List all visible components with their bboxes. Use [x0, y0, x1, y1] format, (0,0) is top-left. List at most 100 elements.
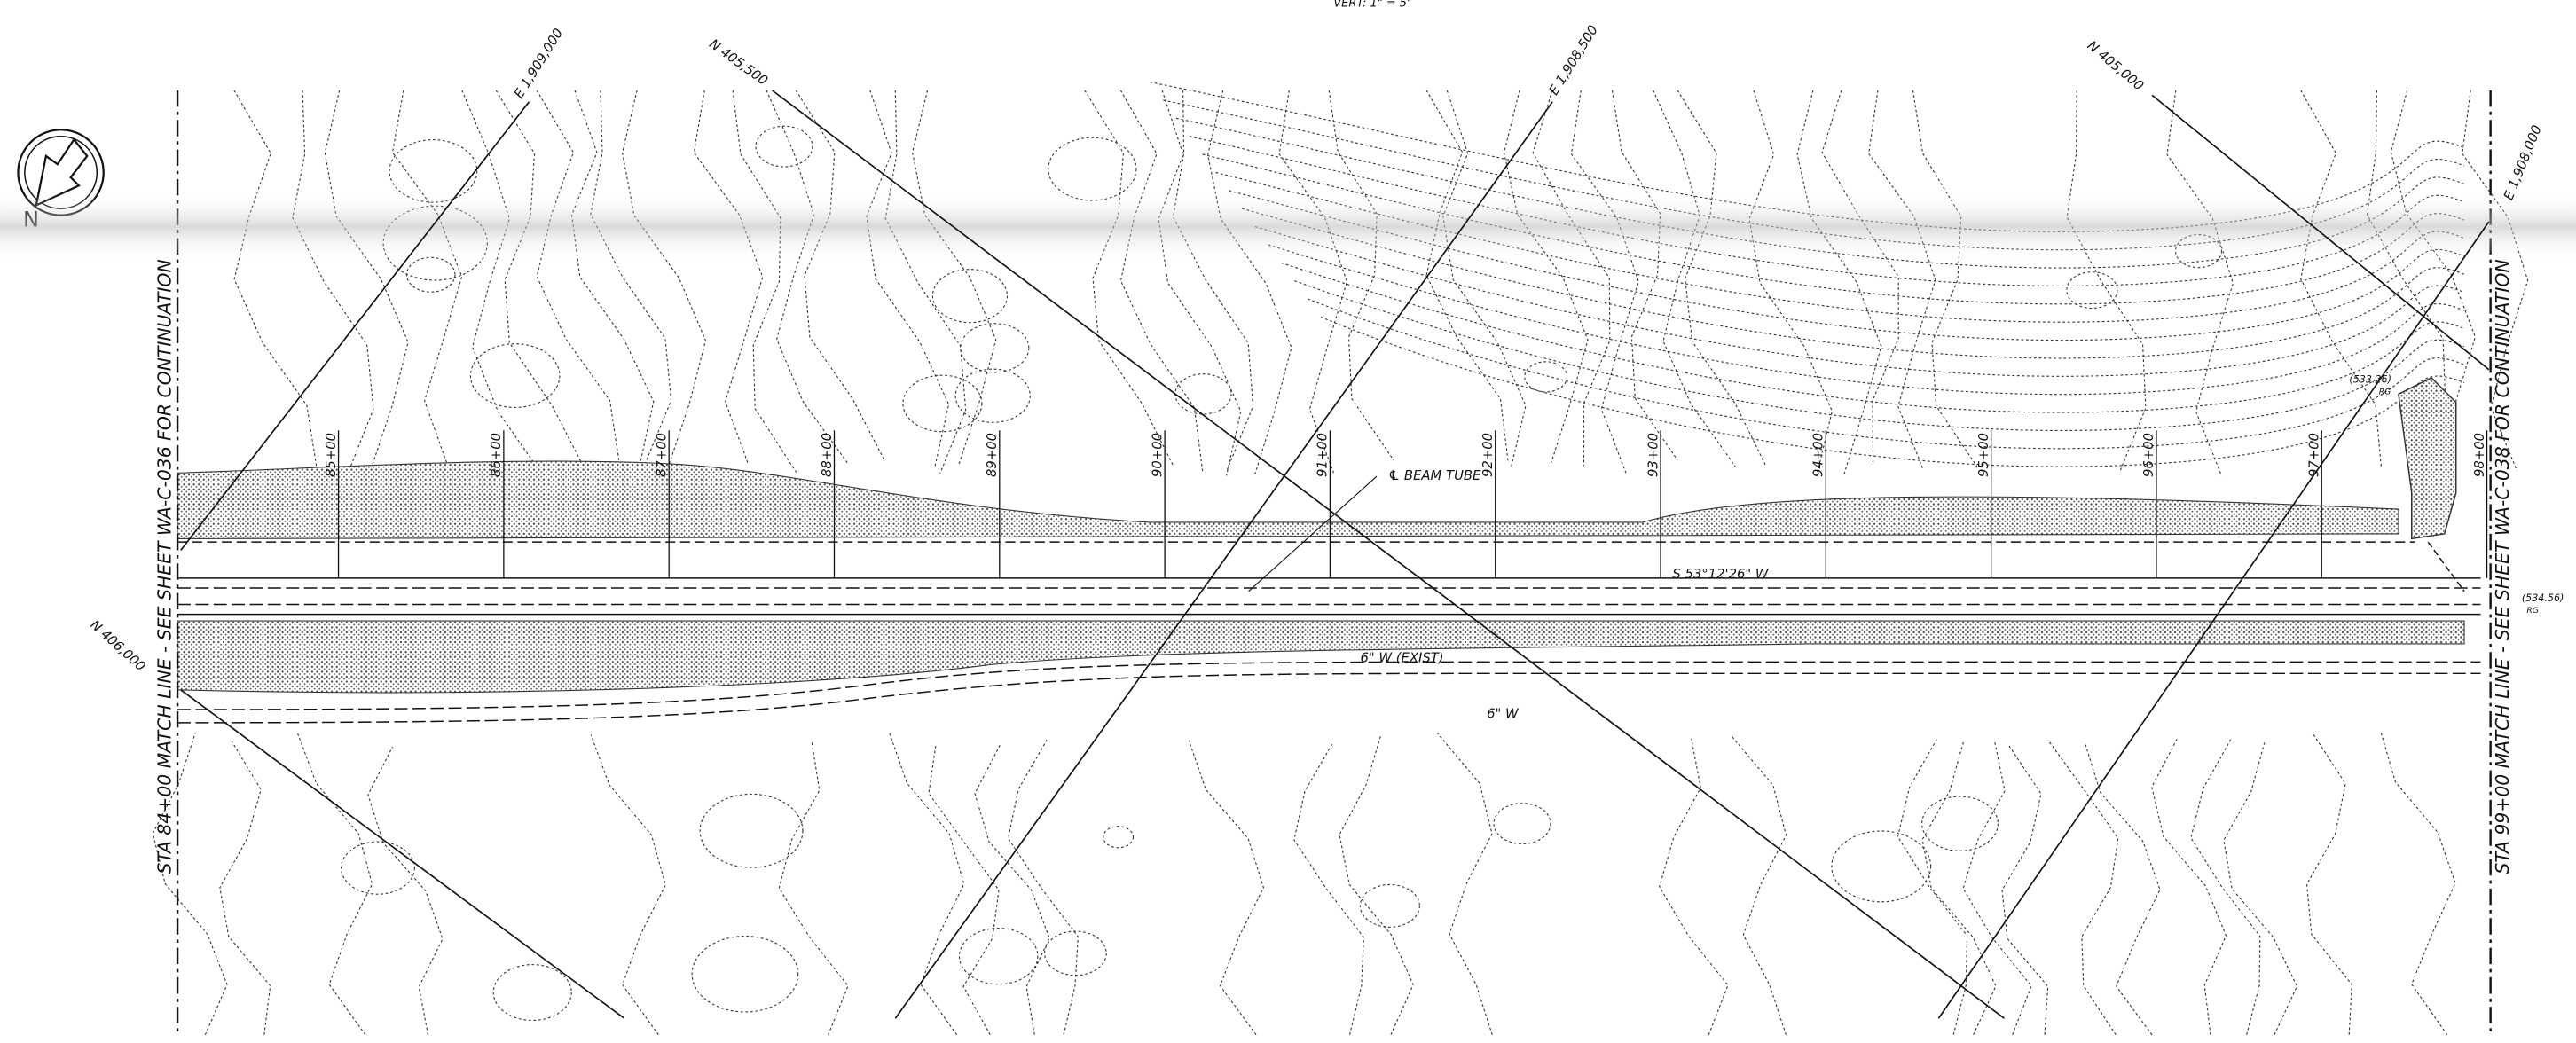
contour	[2085, 744, 2161, 1036]
station-label: 87+00	[654, 433, 669, 477]
grid-line	[180, 101, 530, 551]
contour-loop	[902, 374, 983, 433]
contour-loop	[1921, 796, 1999, 851]
station-label: 94+00	[1811, 433, 1826, 477]
contour	[219, 740, 271, 1035]
contour-loop	[954, 368, 1031, 423]
contour	[233, 90, 318, 469]
grid-line	[180, 689, 625, 1019]
water-exist-label: 6" W (EXIST)	[1360, 650, 1443, 665]
contour	[2047, 739, 2119, 1036]
contour	[1308, 298, 2465, 450]
contour-loop	[2066, 271, 2118, 310]
contour	[2306, 733, 2352, 1035]
station-label: 89+00	[985, 433, 1000, 477]
contour	[495, 90, 585, 469]
grid-line	[771, 90, 2005, 1019]
contour	[1653, 90, 1736, 467]
contour	[1278, 90, 1348, 474]
contour	[1175, 117, 2465, 269]
grid-line	[1937, 221, 2490, 1019]
contour-loop	[389, 139, 478, 203]
contour	[2190, 739, 2261, 1035]
contour	[1821, 90, 1899, 464]
road-pavement	[177, 620, 2465, 694]
contour-loop	[1493, 803, 1551, 845]
contour	[292, 90, 374, 474]
grid-label: E 1,909,000	[512, 26, 567, 101]
contour-loop	[341, 841, 415, 895]
spot-note: RG	[2379, 387, 2391, 396]
grid-label: E 1,908,000	[2501, 123, 2545, 202]
contour	[1442, 90, 1527, 469]
contour	[1172, 90, 1254, 470]
grid-label: E 1,908,500	[1546, 23, 1601, 98]
contour	[2380, 731, 2456, 1036]
contour	[884, 90, 967, 474]
contour	[1163, 99, 2465, 251]
contour	[1207, 90, 1292, 477]
station-label: 91+00	[1315, 433, 1331, 477]
contour	[2300, 90, 2383, 468]
contour	[1254, 226, 2465, 377]
contour	[1503, 90, 1589, 465]
contour	[1281, 262, 2465, 413]
contour	[1188, 740, 1265, 1036]
contour	[391, 90, 463, 464]
station-label: 90+00	[1150, 433, 1165, 477]
contour	[1158, 90, 1242, 476]
beam-tube-label: ℄ BEAM TUBE	[1388, 468, 1481, 483]
grid-label: N 405,000	[2085, 38, 2147, 93]
contour	[1320, 316, 2465, 467]
contour	[889, 733, 965, 1036]
contour	[590, 90, 672, 463]
contour	[1425, 90, 1509, 461]
contour	[766, 90, 849, 464]
contour-loop	[691, 936, 799, 1013]
contour-loop	[699, 793, 804, 868]
contour	[1532, 90, 1611, 467]
station-label: 96+00	[2141, 433, 2156, 477]
contour-loop	[405, 256, 456, 293]
contour	[2001, 745, 2049, 1035]
contour	[866, 90, 950, 467]
contour	[324, 90, 409, 468]
ramp	[2398, 377, 2457, 540]
contour-loop	[1103, 826, 1135, 849]
contour	[536, 90, 620, 463]
road-lines	[177, 541, 2481, 724]
spot-note: RG	[2526, 606, 2539, 616]
contour	[1796, 90, 1882, 475]
contour-loop	[755, 125, 813, 168]
station-label: 93+00	[1645, 433, 1661, 477]
contour	[1921, 741, 1997, 1035]
contour	[1328, 90, 1394, 461]
scan-smudge	[0, 193, 2576, 260]
station-label: 86+00	[489, 433, 504, 477]
contour	[928, 744, 1000, 1036]
spot-elevation: (534.56)	[2522, 592, 2564, 604]
water-label: 6" W	[1487, 706, 1520, 721]
contour	[1659, 738, 1729, 1035]
station-label: 88+00	[820, 433, 835, 477]
grid-label: N 405,500	[706, 36, 770, 89]
contour	[1962, 741, 2032, 1035]
contour-loop	[492, 964, 572, 1022]
station-label: 92+00	[1480, 433, 1496, 477]
contour	[152, 733, 228, 1035]
contour-loop	[1831, 830, 1932, 903]
match-line-label: STA 99+00 MATCH LINE - SEE SHEET WA-C-03…	[2492, 259, 2513, 874]
grid-line	[2151, 94, 2490, 371]
station-label: 98+00	[2472, 433, 2487, 477]
contour	[2223, 742, 2298, 1035]
contour	[2151, 737, 2227, 1035]
contour	[590, 734, 666, 1036]
contour	[1897, 737, 1968, 1035]
contour-loop	[960, 323, 1030, 373]
contour	[1008, 740, 1079, 1035]
contour	[367, 746, 444, 1035]
contour	[912, 90, 997, 465]
contour	[1868, 90, 1936, 470]
contour	[461, 90, 544, 476]
